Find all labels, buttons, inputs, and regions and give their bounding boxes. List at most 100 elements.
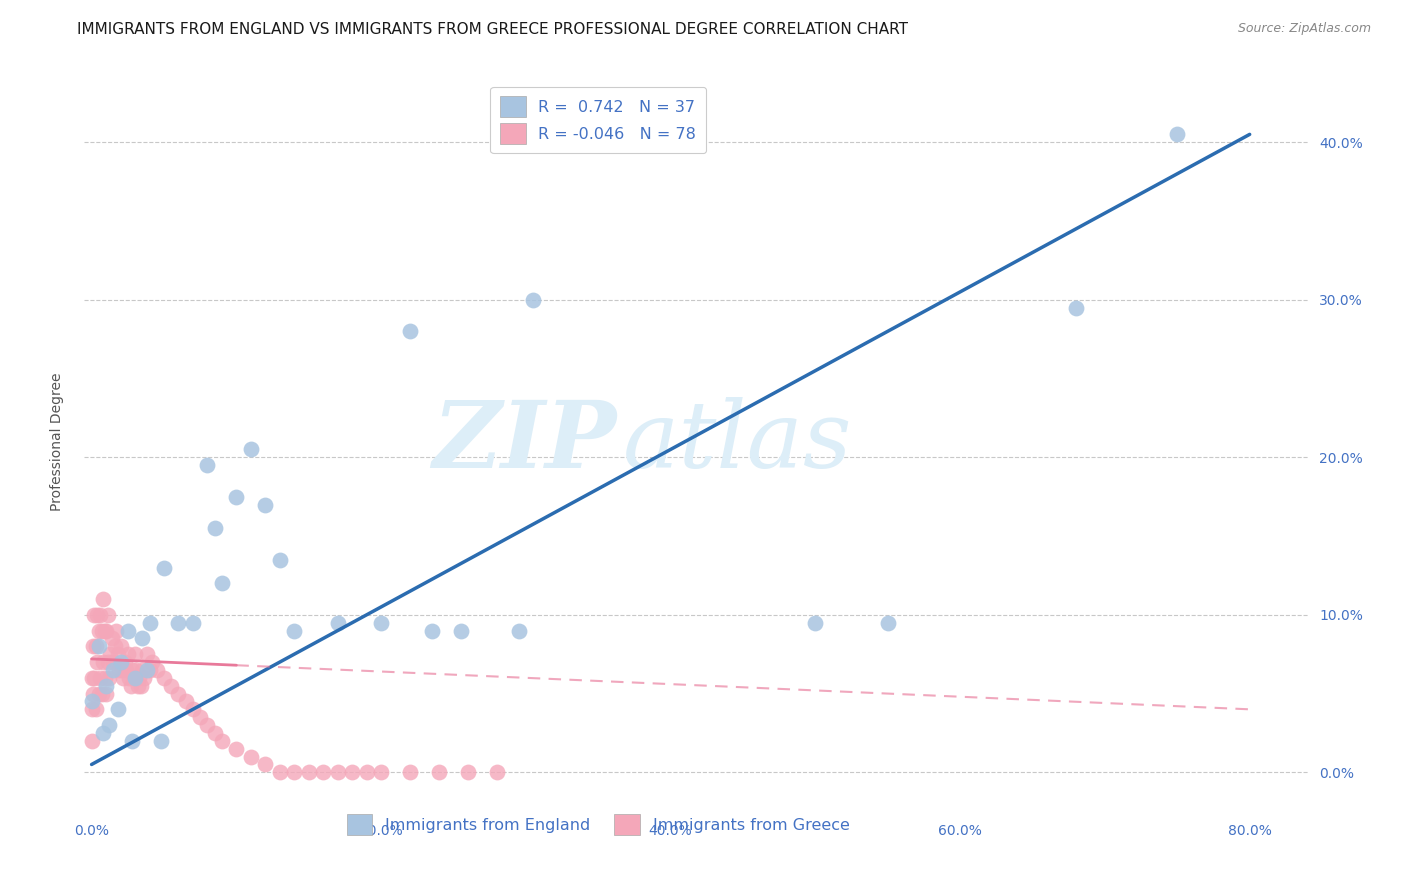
Point	[283, 765, 305, 780]
Point	[370, 765, 392, 780]
Point	[167, 615, 190, 630]
Text: atlas: atlas	[623, 397, 852, 486]
Point	[876, 615, 898, 630]
Point	[80, 694, 103, 708]
Point	[150, 734, 173, 748]
Point	[117, 647, 139, 661]
Point	[98, 718, 121, 732]
Point	[87, 640, 110, 654]
Point	[83, 607, 105, 622]
Point	[96, 607, 118, 622]
Point	[86, 655, 108, 669]
Point	[117, 624, 139, 638]
Point	[138, 615, 160, 630]
Point	[269, 765, 291, 780]
Point	[298, 765, 321, 780]
Point	[283, 624, 305, 638]
Point	[181, 702, 204, 716]
Point	[239, 442, 262, 457]
Point	[90, 624, 112, 638]
Point	[112, 671, 135, 685]
Point	[101, 632, 124, 646]
Point	[138, 663, 160, 677]
Point	[80, 671, 103, 685]
Point	[96, 655, 118, 669]
Y-axis label: Professional Degree: Professional Degree	[49, 372, 63, 511]
Point	[124, 647, 146, 661]
Point	[254, 757, 277, 772]
Point	[91, 655, 114, 669]
Point	[340, 765, 363, 780]
Point	[326, 615, 349, 630]
Point	[108, 663, 131, 677]
Text: IMMIGRANTS FROM ENGLAND VS IMMIGRANTS FROM GREECE PROFESSIONAL DEGREE CORRELATIO: IMMIGRANTS FROM ENGLAND VS IMMIGRANTS FR…	[77, 22, 908, 37]
Point	[121, 663, 143, 677]
Point	[457, 765, 479, 780]
Point	[120, 679, 142, 693]
Point	[188, 710, 211, 724]
Point	[312, 765, 335, 780]
Point	[100, 647, 122, 661]
Point	[111, 663, 134, 677]
Point	[197, 458, 219, 472]
Point	[269, 552, 291, 566]
Point	[167, 687, 190, 701]
Point	[83, 671, 105, 685]
Point	[105, 624, 128, 638]
Point	[107, 702, 129, 716]
Point	[103, 663, 125, 677]
Point	[204, 521, 226, 535]
Point	[82, 640, 104, 654]
Point	[131, 632, 153, 646]
Point	[84, 640, 107, 654]
Point	[93, 671, 115, 685]
Point	[107, 647, 129, 661]
Point	[370, 615, 392, 630]
Point	[104, 640, 127, 654]
Point	[87, 624, 110, 638]
Point	[225, 490, 247, 504]
Point	[114, 655, 136, 669]
Text: Source: ZipAtlas.com: Source: ZipAtlas.com	[1237, 22, 1371, 36]
Point	[427, 765, 450, 780]
Point	[91, 726, 114, 740]
Point	[80, 734, 103, 748]
Point	[254, 498, 277, 512]
Point	[98, 671, 121, 685]
Point	[118, 671, 141, 685]
Point	[450, 624, 472, 638]
Point	[485, 765, 508, 780]
Point	[211, 576, 233, 591]
Point	[90, 687, 112, 701]
Point	[153, 671, 176, 685]
Point	[128, 671, 150, 685]
Point	[356, 765, 378, 780]
Point	[87, 687, 110, 701]
Point	[132, 671, 155, 685]
Point	[94, 624, 117, 638]
Point	[135, 647, 157, 661]
Point	[110, 640, 132, 654]
Point	[326, 765, 349, 780]
Point	[420, 624, 443, 638]
Point	[121, 734, 143, 748]
Point	[93, 624, 115, 638]
Point	[211, 734, 233, 748]
Point	[82, 687, 104, 701]
Point	[115, 663, 138, 677]
Point	[89, 607, 111, 622]
Point	[141, 655, 163, 669]
Point	[124, 671, 146, 685]
Point	[197, 718, 219, 732]
Point	[110, 655, 132, 669]
Point	[135, 663, 157, 677]
Point	[89, 671, 111, 685]
Point	[399, 765, 422, 780]
Point	[122, 671, 145, 685]
Point	[522, 293, 544, 307]
Point	[1166, 128, 1188, 142]
Point	[145, 663, 167, 677]
Point	[103, 655, 125, 669]
Point	[174, 694, 197, 708]
Legend: Immigrants from England, Immigrants from Greece: Immigrants from England, Immigrants from…	[337, 805, 859, 845]
